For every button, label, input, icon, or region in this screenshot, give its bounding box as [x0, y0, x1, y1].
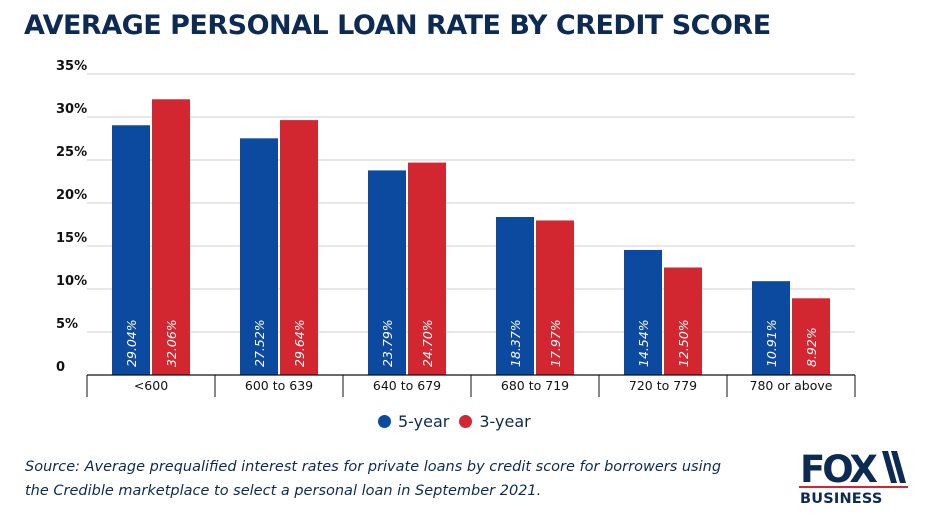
y-tick-label: 35%	[56, 59, 87, 74]
y-tick-label: 25%	[56, 145, 87, 160]
data-label: 8.92%	[804, 327, 819, 367]
logo-divider	[799, 486, 908, 488]
source-note: Source: Average prequalified interest ra…	[25, 459, 722, 499]
x-tick-label: <600	[134, 378, 168, 393]
data-label: 14.54%	[636, 319, 651, 367]
x-axis	[86, 374, 856, 397]
data-label: 29.64%	[292, 319, 307, 367]
x-tick-label: 720 to 779	[629, 378, 697, 393]
y-tick-label: 20%	[56, 188, 87, 203]
x-tick-label: 680 to 719	[501, 378, 569, 393]
bar-5-year-1	[240, 138, 278, 375]
logo-business-text: BUSINESS	[800, 491, 883, 506]
legend-swatch-3-year	[459, 415, 473, 428]
data-label: 23.79%	[380, 319, 395, 367]
logo-fox-text: FOX	[800, 448, 877, 491]
bar-5-year-3	[496, 217, 534, 375]
data-label: 27.52%	[252, 319, 267, 367]
legend-label-5-year: 5-year	[398, 412, 450, 431]
bars: 29.04% 32.06% 27.52% 29.64% 23.79% 24.70% 18.3…	[112, 99, 830, 375]
bar-3-year-2	[408, 162, 446, 375]
x-axis-tick-labels: <600 600 to 639 640 to 679 680 to 719 720 to…	[134, 378, 833, 393]
bar-3-year-3	[536, 220, 574, 375]
data-label: 32.06%	[164, 319, 179, 367]
y-tick-label: 30%	[56, 102, 87, 117]
data-label: 12.50%	[676, 319, 691, 367]
legend-swatch-5-year	[378, 415, 391, 428]
legend-label-3-year: 3-year	[479, 412, 531, 431]
x-tick-label: 640 to 679	[373, 378, 441, 393]
bar-5-year-2	[368, 170, 406, 375]
fox-business-logo: FOX BUSINESS	[799, 448, 908, 506]
data-label: 10.91%	[764, 319, 779, 367]
bar-5-year-0	[112, 125, 150, 375]
y-tick-label: 15%	[56, 231, 87, 246]
bar-3-year-0	[152, 99, 190, 375]
x-tick-label: 600 to 639	[245, 378, 313, 393]
bar-5-year-5	[752, 281, 790, 375]
y-tick-label: 5%	[56, 317, 78, 332]
y-axis-tick-labels: 0 5% 10% 15% 20% 25% 30% 35%	[56, 59, 87, 375]
data-label: 17.97%	[548, 319, 563, 367]
bar-3-year-1	[280, 120, 318, 375]
data-label: 18.37%	[508, 319, 523, 367]
bar-3-year-4	[664, 267, 702, 375]
bar-chart: 0 5% 10% 15% 20% 25% 30% 35% 29.04% 32.06% 27.52%…	[56, 59, 856, 397]
x-tick-label: 780 or above	[750, 378, 833, 393]
data-label: 24.70%	[420, 319, 435, 367]
chart-title: AVERAGE PERSONAL LOAN RATE BY CREDIT SCO…	[24, 10, 771, 41]
y-tick-label: 10%	[56, 274, 87, 289]
legend: 5-year 3-year	[378, 412, 541, 431]
bar-3-year-5	[792, 298, 830, 375]
legend-item-5-year: 5-year	[378, 412, 449, 431]
data-label: 29.04%	[124, 319, 139, 367]
y-tick-label: 0	[56, 360, 65, 375]
bar-5-year-4	[624, 249, 662, 375]
gridlines	[87, 73, 855, 333]
logo-stripes-icon	[882, 451, 906, 483]
legend-item-3-year: 3-year	[459, 412, 531, 431]
